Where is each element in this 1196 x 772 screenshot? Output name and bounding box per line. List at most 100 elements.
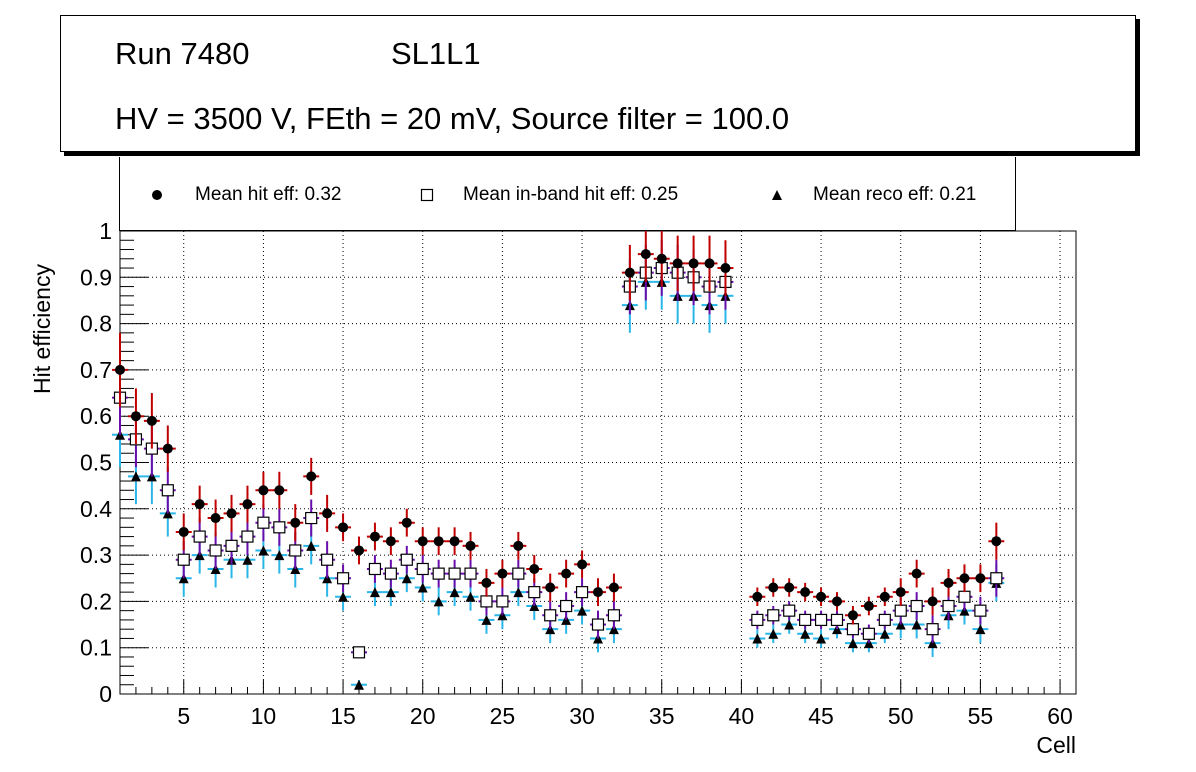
inband-eff-point bbox=[542, 601, 559, 630]
x-tick-label: 45 bbox=[808, 703, 834, 729]
inband-eff-marker bbox=[400, 553, 413, 566]
inband-eff-point bbox=[191, 518, 208, 556]
hit-eff-marker bbox=[863, 601, 874, 612]
inband-eff-marker bbox=[974, 604, 987, 617]
hit-eff-marker bbox=[146, 415, 157, 426]
x-tick-label: 40 bbox=[729, 703, 755, 729]
reco-eff-marker bbox=[401, 573, 412, 584]
y-tick-label: 0.7 bbox=[80, 357, 112, 383]
legend-hit-label: Mean hit eff: 0.32 bbox=[195, 184, 342, 205]
inband-eff-marker bbox=[177, 553, 190, 566]
hit-eff-marker bbox=[226, 508, 237, 519]
hit-eff-point bbox=[813, 587, 830, 607]
reco-eff-marker bbox=[879, 628, 890, 639]
inband-eff-marker bbox=[512, 567, 525, 580]
y-axis-label: Hit efficiency bbox=[29, 264, 55, 394]
hit-eff-marker bbox=[911, 568, 922, 579]
hit-eff-point bbox=[510, 531, 527, 560]
legend-inband-label: Mean in-band hit eff: 0.25 bbox=[463, 184, 679, 205]
inband-eff-marker bbox=[846, 623, 860, 636]
reco-eff-marker bbox=[768, 628, 779, 639]
reco-eff-marker bbox=[369, 587, 380, 598]
inband-eff-point bbox=[351, 646, 367, 659]
inband-eff-marker bbox=[894, 604, 907, 617]
hit-eff-marker bbox=[417, 536, 428, 547]
hit-eff-point bbox=[892, 578, 909, 607]
hit-eff-marker bbox=[513, 540, 524, 551]
hit-eff-point bbox=[574, 550, 591, 579]
inband-eff-marker bbox=[528, 586, 541, 599]
x-tick-label: 50 bbox=[888, 703, 914, 729]
hit-eff-point bbox=[860, 596, 877, 616]
hit-eff-marker bbox=[242, 499, 253, 510]
hit-eff-marker bbox=[449, 536, 460, 547]
reco-eff-marker bbox=[513, 587, 524, 598]
hit-eff-marker bbox=[162, 443, 173, 454]
inband-eff-marker bbox=[783, 604, 796, 617]
hit-eff-marker bbox=[274, 485, 285, 496]
hit-eff-marker bbox=[210, 513, 221, 524]
hit-eff-point bbox=[669, 235, 686, 292]
hit-eff-point bbox=[239, 485, 256, 523]
hit-eff-point bbox=[590, 578, 606, 607]
y-tick-label: 0.6 bbox=[80, 403, 112, 429]
inband-eff-point bbox=[319, 541, 336, 579]
inband-eff-marker bbox=[544, 609, 557, 622]
inband-eff-marker bbox=[161, 484, 174, 497]
hit-eff-marker bbox=[800, 587, 811, 598]
hit-eff-point bbox=[127, 388, 144, 444]
reco-eff-point bbox=[430, 587, 447, 616]
x-tick-label: 20 bbox=[410, 703, 436, 729]
reco-eff-marker bbox=[130, 471, 141, 482]
reco-eff-marker bbox=[306, 540, 317, 551]
legend: Mean hit eff: 0.32 Mean in-band hit eff:… bbox=[119, 157, 1016, 231]
hit-eff-marker bbox=[975, 573, 986, 584]
hit-eff-point bbox=[287, 504, 304, 542]
hit-eff-point bbox=[876, 587, 893, 607]
hit-eff-point bbox=[478, 568, 495, 597]
conditions-label: HV = 3500 V, FEth = 20 mV, Source filter… bbox=[115, 101, 790, 136]
reco-eff-marker bbox=[338, 591, 349, 602]
hit-eff-marker bbox=[529, 563, 540, 574]
hit-eff-point bbox=[207, 499, 224, 537]
inband-eff-point bbox=[590, 610, 606, 639]
y-tick-label: 0.2 bbox=[80, 588, 112, 614]
inband-eff-marker bbox=[958, 590, 971, 603]
hit-eff-point bbox=[494, 559, 511, 588]
inband-eff-marker bbox=[225, 539, 238, 552]
hit-eff-marker bbox=[688, 258, 699, 269]
x-tick-label: 15 bbox=[330, 703, 356, 729]
hit-eff-point bbox=[382, 527, 399, 556]
hit-eff-point bbox=[542, 573, 559, 602]
inband-eff-point bbox=[159, 467, 176, 514]
hit-eff-marker bbox=[816, 591, 827, 602]
hit-eff-point bbox=[271, 471, 288, 509]
hit-eff-marker bbox=[194, 499, 205, 510]
y-tick-label: 0.5 bbox=[80, 450, 112, 476]
hit-eff-point bbox=[621, 244, 638, 301]
inband-eff-marker bbox=[193, 530, 206, 543]
hit-eff-marker bbox=[545, 582, 556, 593]
reco-eff-marker bbox=[242, 554, 253, 565]
inband-eff-marker bbox=[321, 553, 334, 566]
inband-eff-point bbox=[207, 531, 224, 569]
hit-eff-point bbox=[844, 606, 861, 625]
hit-eff-marker bbox=[879, 591, 890, 602]
inband-eff-marker bbox=[368, 562, 382, 576]
hit-eff-point bbox=[366, 522, 383, 551]
reco-eff-marker bbox=[847, 638, 858, 649]
inband-eff-marker bbox=[910, 599, 923, 613]
legend-hit-marker bbox=[152, 190, 162, 200]
inband-eff-point bbox=[765, 606, 782, 625]
hit-eff-marker bbox=[704, 258, 715, 269]
x-tick-label: 30 bbox=[569, 703, 595, 729]
hit-eff-point bbox=[303, 457, 320, 495]
hit-eff-marker bbox=[672, 258, 683, 269]
legend-inband-marker bbox=[420, 188, 434, 202]
inband-eff-point bbox=[988, 559, 1005, 597]
hit-eff-point bbox=[398, 508, 415, 537]
y-tick-label: 0 bbox=[99, 681, 112, 707]
inband-eff-point bbox=[430, 559, 447, 588]
hit-eff-marker bbox=[354, 545, 364, 556]
inband-eff-marker bbox=[480, 595, 493, 608]
